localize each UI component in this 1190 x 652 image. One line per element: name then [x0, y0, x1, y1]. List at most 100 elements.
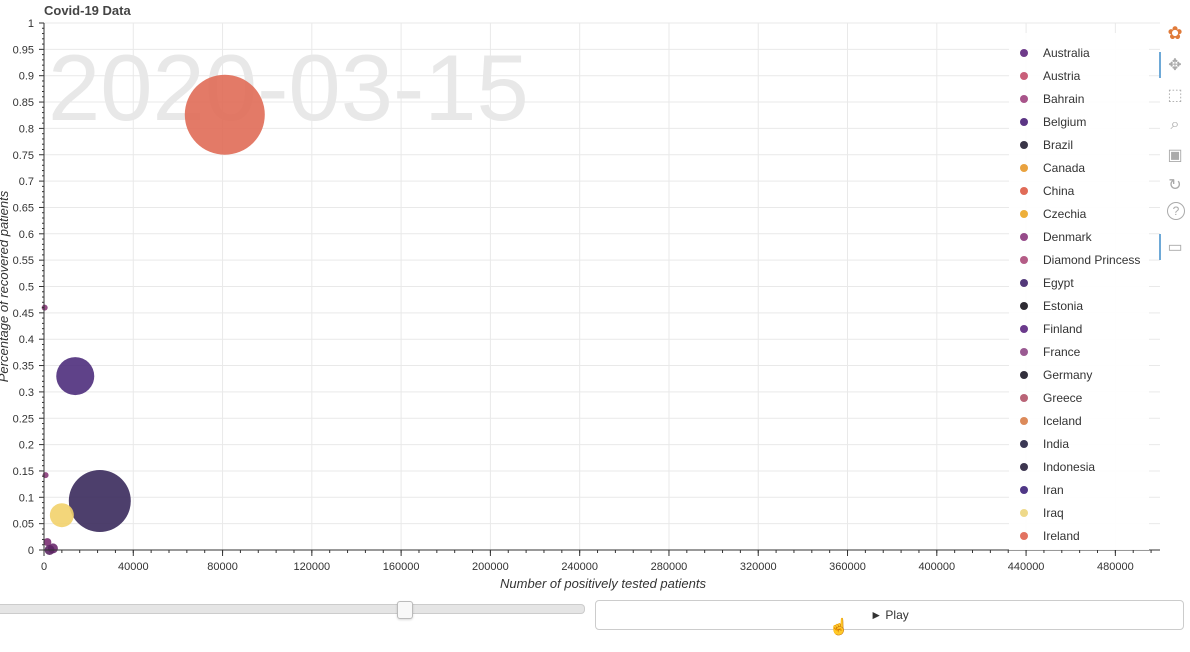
x-tick-label: 440000	[1008, 561, 1045, 573]
legend-item[interactable]: Denmark	[1009, 225, 1092, 248]
legend-item[interactable]: Brazil	[1009, 133, 1073, 156]
legend-item[interactable]: Iran	[1009, 478, 1064, 501]
y-tick-label: 0.95	[13, 44, 34, 56]
legend-item[interactable]: Ireland	[1009, 524, 1080, 547]
legend-swatch	[1020, 140, 1028, 149]
data-point[interactable]	[41, 304, 48, 311]
play-button[interactable]: ► Play	[595, 600, 1184, 630]
legend-item[interactable]: Iraq	[1009, 501, 1064, 524]
legend-label: Iran	[1043, 482, 1064, 497]
data-point[interactable]	[56, 357, 95, 396]
legend-swatch	[1020, 324, 1028, 333]
data-point[interactable]	[68, 469, 131, 532]
y-tick-label: 0	[28, 545, 34, 557]
pan-icon[interactable]: ✥	[1168, 57, 1182, 74]
x-tick-label: 400000	[918, 561, 955, 573]
legend-swatch	[1020, 462, 1028, 471]
legend-label: Greece	[1043, 390, 1083, 405]
y-tick-label: 0.2	[19, 440, 34, 452]
legend-item[interactable]: Diamond Princess	[1009, 248, 1140, 271]
legend-swatch	[1020, 439, 1028, 448]
active-tool-indicator	[1159, 234, 1161, 260]
legend-label: Iraq	[1043, 505, 1064, 520]
legend: Australia Austria Bahrain Belgium Brazil Cana…	[1009, 33, 1149, 550]
y-tick-label: 0.8	[19, 123, 34, 135]
hover-icon[interactable]: ▭	[1167, 239, 1183, 256]
box-zoom-icon[interactable]: ⬚	[1167, 87, 1183, 104]
legend-swatch	[1020, 531, 1028, 540]
legend-swatch	[1020, 117, 1028, 126]
legend-swatch	[1020, 508, 1028, 517]
y-tick-label: 0.75	[13, 150, 34, 162]
y-tick-label: 0.4	[19, 334, 34, 346]
data-point[interactable]	[184, 74, 265, 155]
save-icon[interactable]: ▣	[1167, 147, 1183, 164]
legend-swatch	[1020, 485, 1028, 494]
x-tick-label: 360000	[829, 561, 866, 573]
y-tick-label: 0.3	[19, 387, 34, 399]
x-tick-label: 160000	[383, 561, 420, 573]
legend-swatch	[1020, 209, 1028, 218]
legend-item[interactable]: Canada	[1009, 156, 1085, 179]
legend-swatch	[1020, 347, 1028, 356]
y-tick-label: 0.25	[13, 413, 34, 425]
date-slider-handle[interactable]	[397, 601, 413, 619]
data-points	[41, 74, 265, 555]
legend-item[interactable]: China	[1009, 179, 1074, 202]
legend-label: Denmark	[1043, 229, 1092, 244]
legend-label: Ireland	[1043, 528, 1080, 543]
legend-swatch	[1020, 301, 1028, 310]
legend-label: Egypt	[1043, 275, 1074, 290]
hand-cursor-icon: ☝	[829, 619, 849, 636]
legend-label: Bahrain	[1043, 91, 1085, 106]
legend-label: Indonesia	[1043, 459, 1096, 474]
axes: 0 0.05 0.1 0.15 0.2 0.25 0.3 0.35 0.4 0.45 0.5 0.55…	[13, 18, 1160, 573]
legend-swatch	[1020, 71, 1028, 80]
legend-item[interactable]: Estonia	[1009, 294, 1083, 317]
x-tick-label: 320000	[740, 561, 777, 573]
legend-item[interactable]: Germany	[1009, 363, 1092, 386]
y-tick-label: 1	[28, 18, 34, 30]
data-point[interactable]	[43, 538, 52, 547]
y-tick-label: 0.6	[19, 229, 34, 241]
chart-title: Covid-19 Data	[44, 3, 131, 18]
legend-swatch	[1020, 48, 1028, 57]
x-axis-label: Number of positively tested patients	[500, 576, 706, 591]
scatter-plot[interactable]: 2020-03-15 0 0.05 0.1 0.15 0.2 0.25 0.3 0.35 0.4…	[0, 0, 1160, 600]
legend-label: Austria	[1043, 68, 1081, 83]
legend-item[interactable]: France	[1009, 340, 1080, 363]
legend-item[interactable]: Bahrain	[1009, 87, 1084, 110]
help-icon[interactable]: ?	[1167, 202, 1185, 220]
legend-item[interactable]: Austria	[1009, 64, 1080, 87]
legend-item[interactable]: Australia	[1009, 41, 1090, 64]
legend-label: Australia	[1043, 45, 1090, 60]
legend-label: Iceland	[1043, 413, 1082, 428]
y-tick-label: 0.7	[19, 176, 34, 188]
legend-label: Diamond Princess	[1043, 252, 1141, 267]
x-tick-label: 240000	[561, 561, 598, 573]
wheel-zoom-icon[interactable]: ⌕	[1170, 116, 1180, 133]
legend-swatch	[1020, 370, 1028, 379]
legend-swatch	[1020, 94, 1028, 103]
legend-item[interactable]: Egypt	[1009, 271, 1074, 294]
y-axis-label: Percentage of recovered patients	[0, 190, 11, 382]
legend-item[interactable]: Iceland	[1009, 409, 1082, 432]
date-slider[interactable]	[0, 604, 585, 614]
reset-icon[interactable]: ↻	[1168, 177, 1182, 194]
legend-item[interactable]: Finland	[1009, 317, 1082, 340]
bokeh-logo-icon[interactable]: ✿	[1167, 22, 1183, 43]
legend-swatch	[1020, 278, 1028, 287]
x-tick-label: 480000	[1097, 561, 1134, 573]
legend-swatch	[1020, 163, 1028, 172]
legend-item[interactable]: India	[1009, 432, 1069, 455]
data-point[interactable]	[42, 472, 49, 479]
legend-item[interactable]: Indonesia	[1009, 455, 1095, 478]
y-tick-label: 0.1	[19, 492, 34, 504]
legend-item[interactable]: Czechia	[1009, 202, 1086, 225]
legend-label: France	[1043, 344, 1081, 359]
x-tick-label: 280000	[651, 561, 688, 573]
legend-item[interactable]: Belgium	[1009, 110, 1086, 133]
legend-item[interactable]: Greece	[1009, 386, 1082, 409]
y-tick-label: 0.35	[13, 361, 34, 373]
data-point[interactable]	[49, 503, 74, 528]
